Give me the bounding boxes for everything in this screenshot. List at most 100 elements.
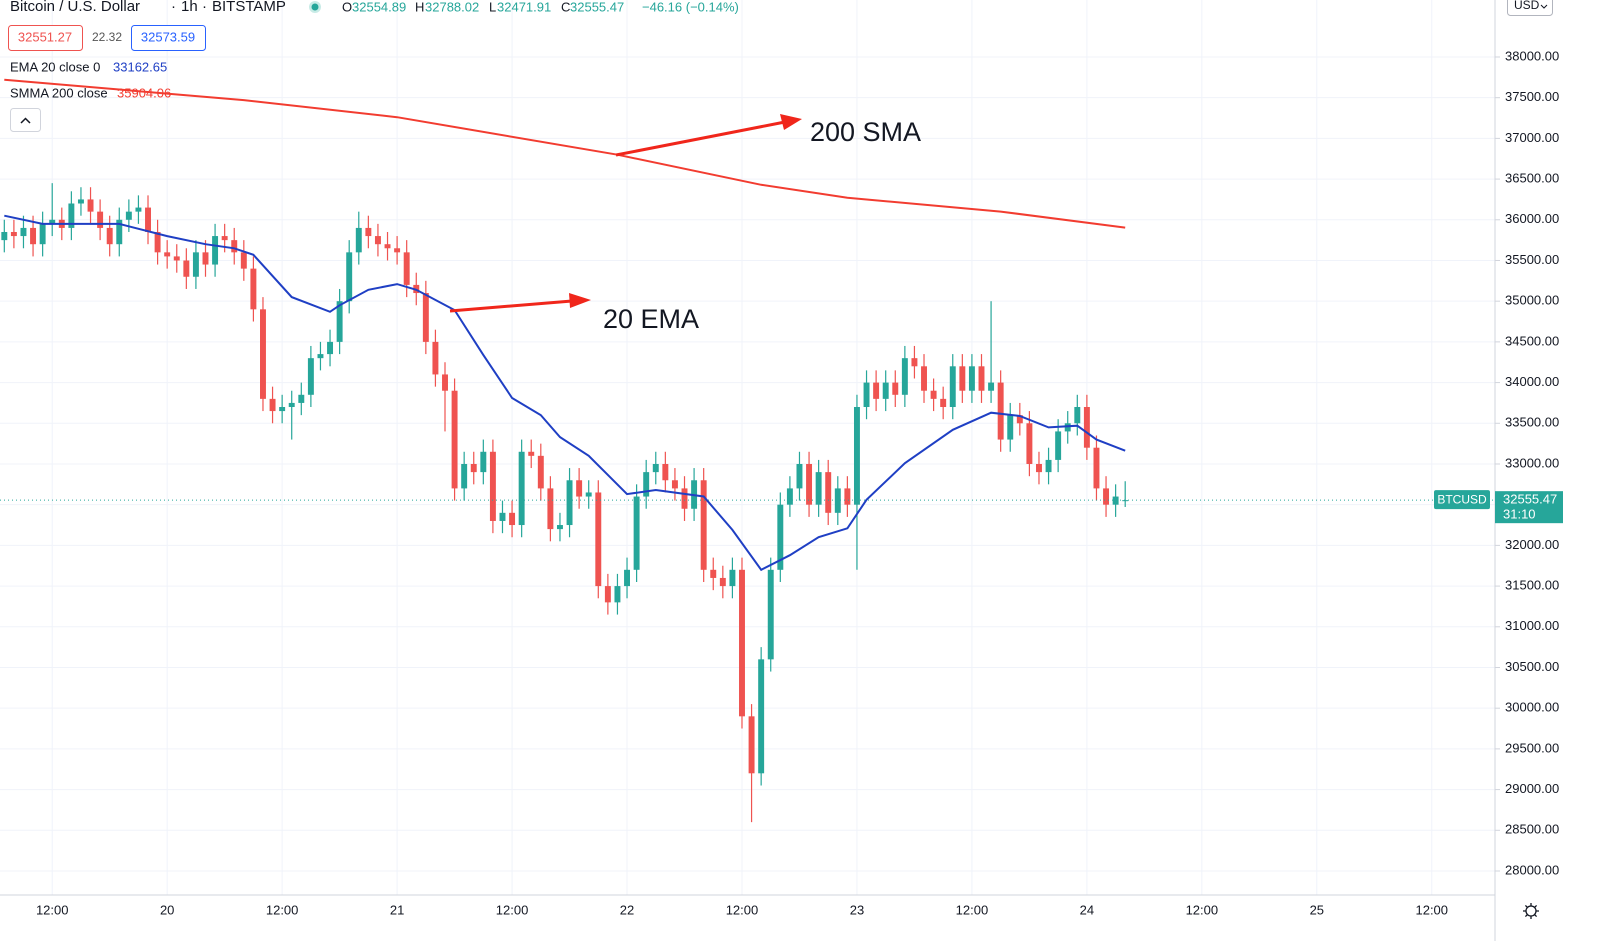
- candle-body: [422, 293, 429, 342]
- price-badge: [1495, 491, 1563, 524]
- currency-button[interactable]: [1507, 0, 1553, 16]
- sell-button[interactable]: [8, 25, 83, 51]
- candle-body: [470, 463, 477, 473]
- y-tick-label: 36500.00: [1505, 171, 1559, 186]
- candle-body: [97, 211, 104, 228]
- candle-body: [997, 382, 1004, 440]
- indicator-name[interactable]: EMA 20 close 0: [10, 59, 100, 74]
- buy-button[interactable]: [131, 25, 206, 51]
- candle-body: [145, 207, 151, 232]
- settings-icon[interactable]: [1523, 903, 1539, 919]
- candle-body: [20, 227, 27, 237]
- y-tick-label: 35000.00: [1505, 293, 1559, 308]
- status-dot: [311, 3, 319, 11]
- candle-body: [269, 398, 276, 412]
- ask-price: 32573.59: [141, 29, 195, 44]
- x-tick-label: 22: [620, 902, 634, 917]
- y-tick-label: 33000.00: [1505, 455, 1559, 470]
- candle-body: [556, 525, 563, 530]
- candle-body: [786, 488, 793, 505]
- candle-body: [1083, 407, 1090, 448]
- candle-body: [777, 504, 784, 570]
- candle-body: [30, 227, 37, 245]
- candle-body: [968, 366, 975, 391]
- candle-body: [1074, 407, 1081, 424]
- y-tick-label: 28000.00: [1505, 862, 1559, 877]
- x-tick-label: 21: [390, 902, 404, 917]
- candle-body: [1016, 415, 1023, 424]
- candle-body: [49, 219, 56, 224]
- countdown: 31:10: [1503, 507, 1536, 522]
- candle-body: [403, 252, 410, 285]
- candle-body: [298, 394, 305, 403]
- candle-body: [1093, 447, 1100, 489]
- indicator-name[interactable]: SMMA 200 close: [10, 85, 108, 100]
- candle-body: [825, 472, 832, 513]
- candle-body: [681, 488, 688, 509]
- candle-body: [202, 252, 209, 265]
- candle-body: [988, 382, 995, 391]
- candle-body: [480, 451, 487, 473]
- candle-body: [250, 268, 257, 310]
- ohlc-label: H: [415, 0, 424, 14]
- symbol-label: BTCUSD: [1437, 492, 1487, 506]
- candle-body: [518, 451, 525, 526]
- candle-body: [384, 244, 391, 249]
- candle-body: [949, 366, 956, 408]
- x-tick-label: 12:00: [1186, 902, 1219, 917]
- y-tick-label: 35500.00: [1505, 252, 1559, 267]
- x-tick-label: 12:00: [36, 902, 69, 917]
- candle-body: [1112, 496, 1119, 505]
- ohlc-value: 32471.91: [497, 0, 551, 14]
- candle-body: [815, 472, 822, 505]
- candle-body: [901, 358, 908, 395]
- candle-body: [346, 252, 353, 302]
- candle-body: [863, 382, 870, 408]
- candle-body: [853, 407, 860, 505]
- y-tick-label: 32000.00: [1505, 537, 1559, 552]
- candle-body: [528, 451, 535, 456]
- arrow-head: [569, 293, 591, 308]
- marks: [1, 78, 1129, 823]
- candle-body: [633, 496, 640, 570]
- y-tick-label: 28500.00: [1505, 822, 1559, 837]
- candle-body: [68, 203, 75, 228]
- symbol-title: Bitcoin / U.S. Dollar: [10, 0, 140, 15]
- candle-body: [1045, 459, 1052, 473]
- dropdown-icon: [1540, 4, 1548, 9]
- annotation-arrow: [449, 299, 573, 313]
- candle-body: [355, 227, 362, 253]
- candle-body: [758, 659, 765, 774]
- candle-body: [106, 227, 113, 245]
- ohlc-value: 32555.47: [570, 0, 624, 14]
- candle-body: [930, 390, 937, 399]
- candle-body: [240, 252, 247, 269]
- candle-body: [959, 366, 966, 391]
- indicator-value: 35904.06: [117, 85, 171, 100]
- candle-body: [509, 512, 516, 526]
- separator: ·: [202, 0, 207, 15]
- candle-body: [336, 301, 343, 342]
- candle-body: [604, 586, 611, 603]
- ohlc-value: 32788.02: [425, 0, 479, 14]
- collapse-button[interactable]: [10, 108, 41, 132]
- y-tick-label: 33500.00: [1505, 415, 1559, 430]
- candle-body: [834, 488, 841, 513]
- candle-body: [537, 455, 544, 489]
- candle-body: [1026, 423, 1033, 464]
- candle-body: [307, 358, 314, 395]
- x-tick-label: 25: [1310, 902, 1324, 917]
- candle-body: [547, 488, 554, 530]
- x-tick-label: 12:00: [726, 902, 759, 917]
- candle-body: [624, 569, 630, 587]
- candle-body: [1103, 488, 1110, 505]
- candle-body: [1122, 500, 1129, 502]
- candle-body: [662, 463, 669, 481]
- candle-body: [327, 341, 334, 355]
- candle-body: [183, 260, 190, 277]
- candle-body: [116, 219, 123, 245]
- candle-body: [192, 252, 199, 277]
- spread: 22.32: [92, 30, 122, 44]
- change: −46.16 (−0.14%): [642, 0, 739, 14]
